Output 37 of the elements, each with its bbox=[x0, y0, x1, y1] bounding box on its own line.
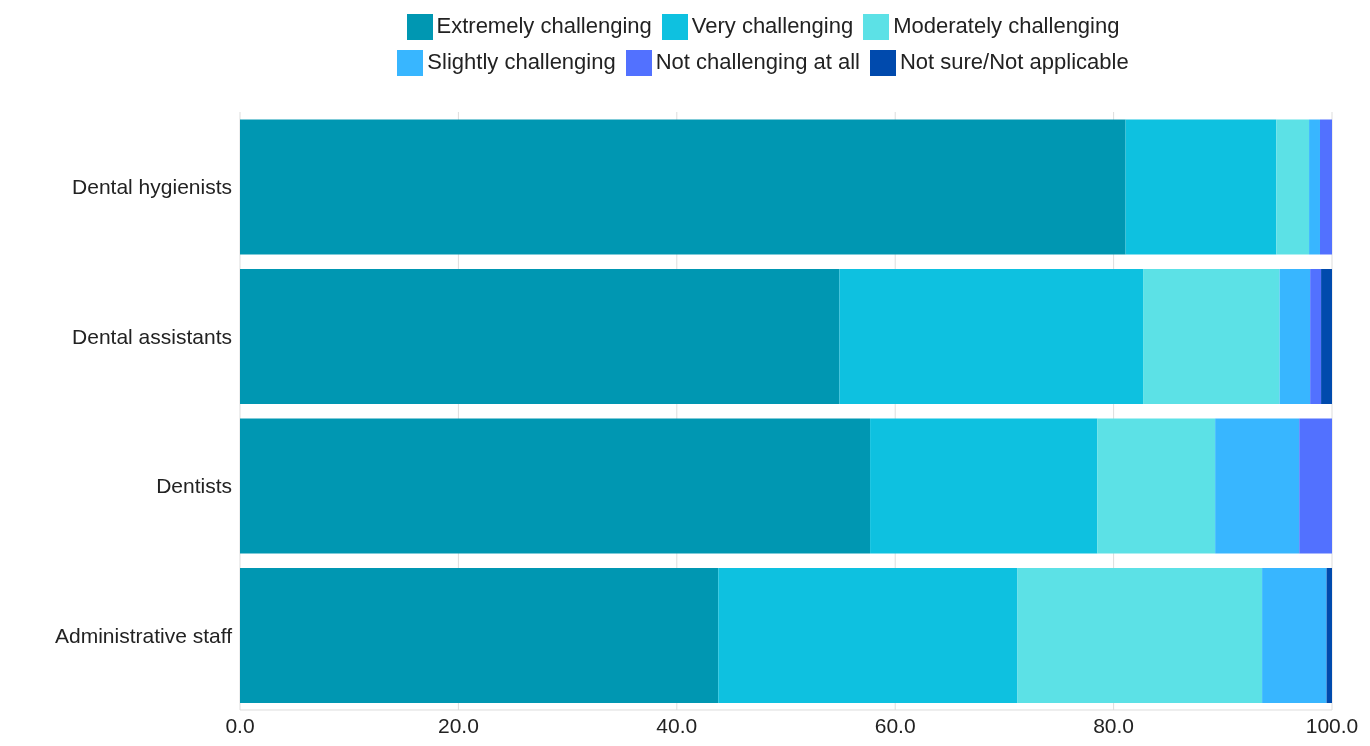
legend-label: Very challenging bbox=[691, 13, 854, 38]
bar bbox=[1097, 418, 1216, 554]
x-tick-label: 80.0 bbox=[1093, 713, 1135, 737]
bar bbox=[1326, 567, 1332, 703]
legend-label: Not challenging at all bbox=[655, 49, 860, 74]
y-tick-label: Dental hygienists bbox=[72, 175, 232, 199]
bar bbox=[1262, 567, 1327, 703]
x-tick-label: 0.0 bbox=[225, 713, 255, 737]
bar bbox=[1279, 268, 1311, 404]
bar bbox=[718, 567, 1018, 703]
bar bbox=[1143, 268, 1280, 404]
bar bbox=[240, 418, 871, 554]
bar bbox=[1125, 119, 1277, 255]
legend-label: Extremely challenging bbox=[436, 13, 652, 38]
bar bbox=[240, 119, 1126, 255]
x-tick-label: 100.0 bbox=[1305, 713, 1359, 737]
bar bbox=[240, 268, 840, 404]
x-tick-label: 40.0 bbox=[656, 713, 698, 737]
legend-label: Moderately challenging bbox=[893, 13, 1120, 38]
y-tick-label: Dentists bbox=[156, 474, 232, 498]
bar bbox=[1309, 119, 1320, 255]
bar bbox=[1319, 119, 1332, 255]
bar bbox=[870, 418, 1098, 554]
legend-label: Slightly challenging bbox=[427, 49, 616, 74]
bar bbox=[1215, 418, 1300, 554]
y-tick-label: Dental assistants bbox=[72, 324, 232, 348]
bar bbox=[1017, 567, 1263, 703]
bar bbox=[839, 268, 1144, 404]
bar bbox=[240, 567, 719, 703]
legend-label: Not sure/Not applicable bbox=[899, 49, 1129, 74]
y-tick-label: Administrative staff bbox=[54, 623, 233, 647]
bar bbox=[1321, 268, 1332, 404]
bar bbox=[1276, 119, 1310, 255]
x-tick-label: 20.0 bbox=[437, 713, 479, 737]
bar bbox=[1310, 268, 1322, 404]
bar bbox=[1299, 418, 1332, 554]
x-tick-label: 60.0 bbox=[874, 713, 916, 737]
